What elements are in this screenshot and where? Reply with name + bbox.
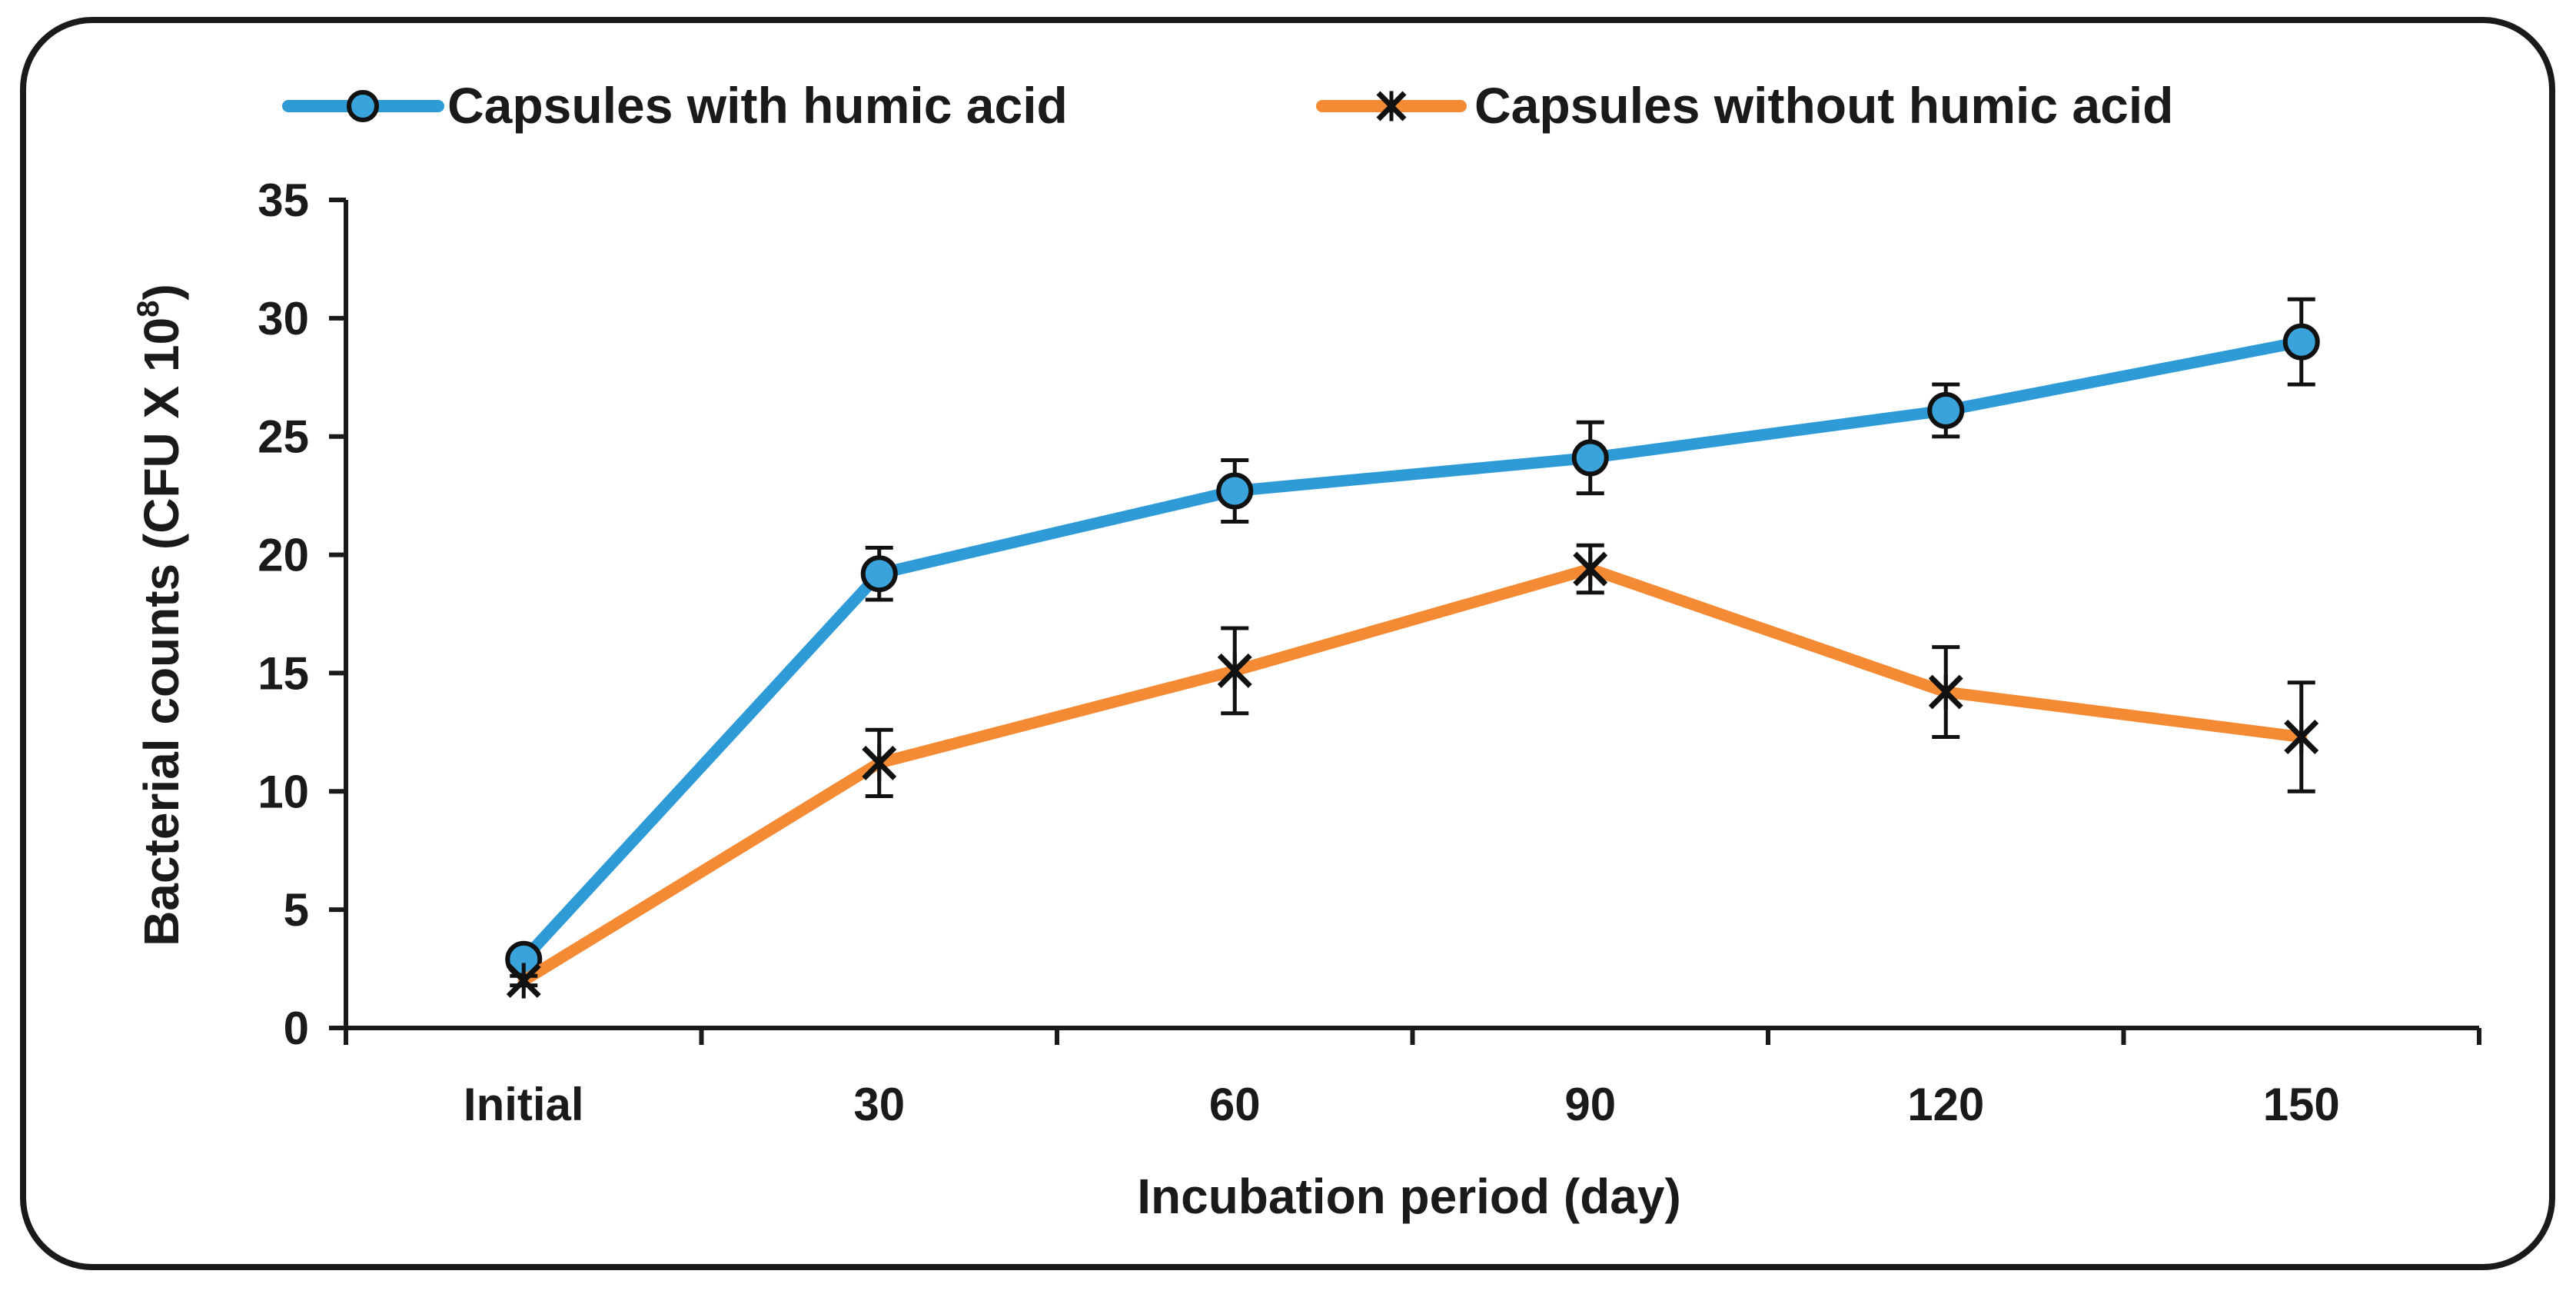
legend-star-glyph bbox=[1376, 91, 1407, 121]
y-tick-label: 35 bbox=[258, 175, 309, 226]
x-tick-label: 30 bbox=[853, 1079, 905, 1130]
data-point bbox=[1928, 674, 1963, 710]
y-tick-label: 15 bbox=[258, 647, 309, 699]
y-tick-label: 10 bbox=[258, 766, 309, 817]
legend-label-without-humic-acid: Capsules without humic acid bbox=[1474, 77, 2173, 134]
data-point bbox=[1216, 472, 1254, 510]
data-point bbox=[860, 555, 898, 593]
x-tick-label: Initial bbox=[464, 1079, 584, 1130]
series-layer bbox=[505, 297, 2320, 999]
data-point bbox=[862, 745, 897, 781]
y-tick-label: 20 bbox=[258, 530, 309, 581]
data-point bbox=[1927, 391, 1965, 429]
y-axis-title: Bacterial counts (CFU X 108) bbox=[131, 284, 189, 946]
data-point bbox=[506, 963, 541, 999]
series-line bbox=[517, 336, 2308, 966]
series-line bbox=[517, 563, 2308, 986]
legend-marker-star-icon bbox=[1376, 91, 1407, 121]
series-without-humic-acid bbox=[506, 543, 2319, 999]
data-point bbox=[2282, 323, 2320, 361]
data-point bbox=[1573, 551, 1608, 587]
x-tick-label: 120 bbox=[1907, 1079, 1984, 1130]
legend-label-with-humic-acid: Capsules with humic acid bbox=[447, 77, 1068, 134]
legend: Capsules with humic acid Capsules withou… bbox=[282, 77, 2173, 134]
legend-item-without-humic-acid: Capsules without humic acid bbox=[1316, 77, 2173, 134]
chart-frame bbox=[20, 17, 2555, 1270]
y-tick-label: 0 bbox=[284, 1003, 309, 1054]
legend-marker-circle-icon bbox=[347, 90, 379, 122]
y-tick-label: 25 bbox=[258, 411, 309, 463]
legend-item-with-humic-acid: Capsules with humic acid bbox=[282, 77, 1068, 134]
y-tick-label: 5 bbox=[284, 884, 309, 936]
x-tick-label: 90 bbox=[1564, 1079, 1616, 1130]
x-axis-ticks: Initial 30 60 90 120 150 bbox=[344, 1028, 2481, 1130]
data-point bbox=[1217, 653, 1252, 689]
data-point bbox=[1571, 439, 1609, 477]
x-tick-label: 60 bbox=[1209, 1079, 1261, 1130]
y-tick-label: 30 bbox=[258, 293, 309, 344]
x-axis-title: Incubation period (day) bbox=[1137, 1169, 1681, 1224]
x-tick-label: 150 bbox=[2263, 1079, 2340, 1130]
y-axis-ticks: 0 5 10 15 20 25 30 35 bbox=[258, 175, 346, 1054]
data-point bbox=[2284, 719, 2319, 755]
y-axis-title-main: Bacterial counts (CFU X 10 bbox=[134, 318, 189, 946]
y-axis-title-suffix: ) bbox=[134, 284, 189, 300]
y-axis-title-superscript: 8 bbox=[131, 301, 165, 318]
